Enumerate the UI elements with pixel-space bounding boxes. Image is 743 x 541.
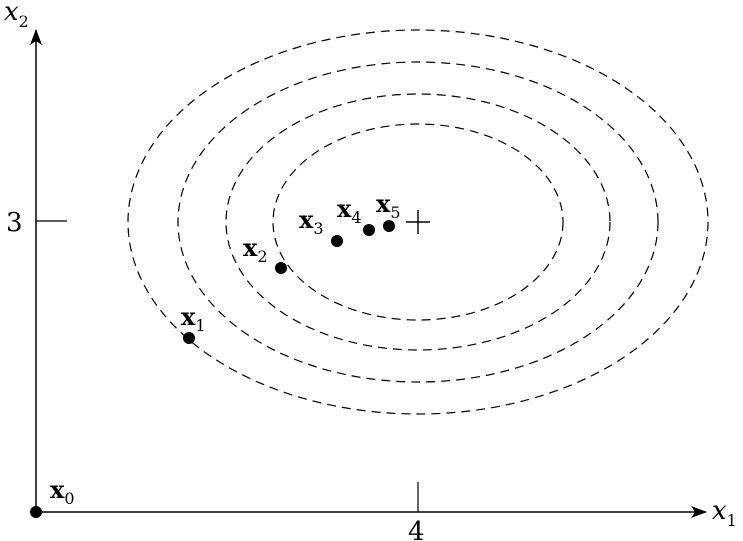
x-tick-label: 4 — [408, 517, 425, 541]
y-axis-label: x2 — [4, 0, 29, 31]
point-x2 — [275, 262, 287, 274]
x-axis-label: x1 — [712, 496, 737, 530]
contour-ellipse-1 — [127, 29, 709, 415]
label-x2: x2 — [243, 233, 268, 266]
label-x5: x5 — [376, 189, 401, 222]
label-x3: x3 — [299, 205, 324, 238]
y-tick-label: 3 — [6, 208, 23, 238]
point-x1 — [183, 332, 195, 344]
label-x0: x0 — [50, 475, 75, 508]
contour-ellipse-2 — [177, 61, 659, 383]
optimum-plus-marker — [406, 210, 430, 234]
point-x4 — [363, 224, 375, 236]
contour-ellipse-3 — [225, 93, 611, 351]
contour-lines — [127, 29, 709, 415]
contour-ellipse-4 — [272, 123, 564, 321]
label-x1: x1 — [181, 302, 206, 335]
point-x5 — [383, 220, 395, 232]
iterate-points — [30, 220, 395, 518]
point-x3 — [331, 235, 343, 247]
label-x4: x4 — [337, 194, 362, 227]
point-x0 — [30, 506, 42, 518]
